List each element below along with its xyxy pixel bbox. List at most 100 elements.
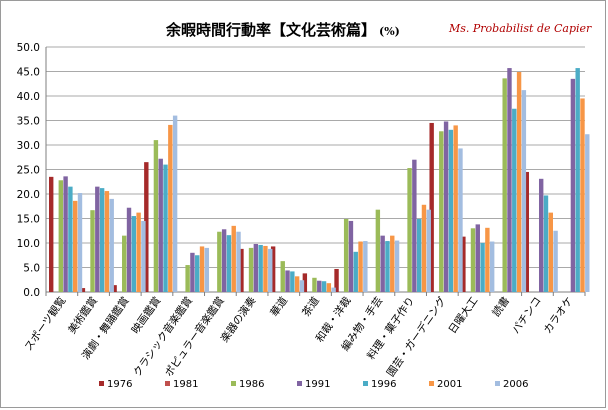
bar-1986-読書 (502, 78, 507, 292)
bar-1996-園芸・ガーデニング (448, 129, 454, 292)
category-labels: スポーツ観覧美術鑑賞演劇・舞踊鑑賞映画鑑賞クラシック音楽鑑賞ポピュラー音楽鑑賞楽… (22, 294, 576, 379)
bar-2006-クラシック音楽鑑賞 (204, 247, 210, 292)
bar-1996-日曜大工 (480, 243, 485, 292)
bar-2001-和裁・洋裁 (358, 241, 363, 292)
bar-1986-和裁・洋裁 (343, 218, 349, 292)
x-category-label: 華道 (268, 294, 291, 319)
bar-2006-スポーツ観覧 (77, 193, 83, 292)
bar-2006-園芸・ガーデニング (458, 148, 463, 292)
bar-1986-園芸・ガーデニング (439, 131, 444, 292)
x-category-label: 美術鑑賞 (65, 294, 100, 336)
bar-2001-編み物・手芸 (390, 235, 395, 292)
x-category-label: スポーツ観覧 (22, 294, 69, 353)
bar-1986-茶道 (312, 277, 317, 292)
legend-label-1981: 1981 (173, 379, 198, 390)
bar-2001-パチンコ (548, 212, 553, 292)
bar-1996-カラオケ (575, 68, 580, 292)
bar-1996-茶道 (321, 281, 327, 292)
bar-1986-ポピュラー音楽鑑賞 (217, 231, 222, 292)
bar-2001-クラシック音楽鑑賞 (199, 246, 205, 292)
bar-2006-演劇・舞踊鑑賞 (141, 220, 146, 292)
bar-1986-日曜大工 (470, 228, 476, 292)
legend-label-2001: 2001 (437, 379, 462, 390)
bar-1991-美術鑑賞 (95, 186, 100, 292)
bar-1991-映画鑑賞 (158, 158, 163, 292)
bar-1991-読書 (507, 68, 512, 292)
watermark-signature: Ms. Probabilist de Capier (448, 22, 592, 35)
bar-1996-スポーツ観覧 (68, 186, 73, 292)
chart-title-main: 余暇時間行動率【文化芸術篇】 (165, 21, 376, 39)
bar-1976-パチンコ (524, 171, 529, 292)
bars (49, 68, 590, 293)
bar-2006-日曜大工 (489, 241, 495, 292)
bar-1986-美術鑑賞 (90, 210, 95, 292)
bar-1996-料理・菓子作り (416, 218, 422, 292)
x-category-label: クラシック音楽鑑賞 (130, 294, 195, 379)
bar-1996-演劇・舞踊鑑賞 (131, 216, 137, 292)
legend-swatch-1981 (165, 381, 170, 386)
bar-1986-楽器の演奏 (248, 247, 254, 292)
y-tick-label: 15.0 (17, 214, 40, 226)
legend-swatch-1976 (99, 381, 104, 386)
bar-1976-茶道 (302, 273, 308, 292)
y-tick-label: 10.0 (17, 238, 40, 250)
y-tick-label: 45.0 (17, 67, 40, 79)
x-category-label: 映画鑑賞 (129, 294, 164, 336)
bar-2006-料理・菓子作り (426, 209, 431, 292)
y-tick-label: 35.0 (17, 116, 40, 128)
bar-2006-編み物・手芸 (394, 240, 400, 292)
chart-title: 余暇時間行動率【文化芸術篇】 (%) (165, 21, 400, 39)
bar-1976-美術鑑賞 (80, 288, 86, 292)
y-tick-label: 50.0 (17, 42, 40, 54)
x-category-label: パチンコ (510, 295, 544, 336)
bar-2006-茶道 (331, 287, 336, 292)
bar-1996-パチンコ (543, 195, 549, 292)
bar-1991-茶道 (317, 280, 322, 292)
legend-swatch-1996 (363, 381, 368, 386)
bar-2006-ポピュラー音楽鑑賞 (236, 231, 241, 292)
bar-1991-楽器の演奏 (253, 243, 259, 292)
bar-1996-クラシック音楽鑑賞 (195, 255, 200, 292)
bar-1996-編み物・手芸 (385, 241, 390, 292)
bar-1991-料理・菓子作り (412, 159, 417, 292)
x-category-label: ポピュラー音楽鑑賞 (162, 294, 227, 379)
legend: 1976 1981 1986 1991 1996 2001 2006 (99, 379, 528, 390)
y-tick-label: 40.0 (17, 91, 40, 103)
bar-2001-読書 (516, 71, 522, 293)
bar-1976-映画鑑賞 (144, 162, 149, 292)
bar-2006-華道 (299, 280, 305, 292)
bar-1996-和裁・洋裁 (353, 251, 358, 292)
bar-1996-映画鑑賞 (163, 164, 168, 292)
bar-1986-編み物・手芸 (375, 209, 381, 292)
bar-1991-パチンコ (538, 178, 544, 292)
legend-swatch-1986 (231, 381, 236, 386)
bar-2006-楽器の演奏 (268, 248, 273, 292)
legend-label-1986: 1986 (239, 379, 264, 390)
bar-1976-華道 (270, 246, 276, 292)
bar-2001-日曜大工 (485, 227, 490, 292)
bar-1991-和裁・洋裁 (348, 220, 354, 292)
bar-2001-ポピュラー音楽鑑賞 (231, 225, 236, 292)
bar-1986-クラシック音楽鑑賞 (185, 265, 190, 292)
bar-2001-華道 (294, 276, 300, 292)
bar-2001-料理・菓子作り (421, 204, 427, 292)
bar-2001-園芸・ガーデニング (453, 125, 458, 293)
bar-1991-クラシック音楽鑑賞 (190, 252, 195, 292)
bar-2001-カラオケ (580, 98, 585, 292)
bar-2001-スポーツ観覧 (73, 200, 78, 292)
bar-2006-美術鑑賞 (109, 198, 114, 292)
bar-1991-編み物・手芸 (380, 235, 385, 292)
legend-label-1996: 1996 (371, 379, 396, 390)
bar-2006-カラオケ (585, 134, 590, 292)
bar-2001-茶道 (326, 283, 332, 292)
legend-label-1991: 1991 (305, 379, 330, 390)
y-tick-label: 30.0 (17, 140, 40, 152)
bar-1991-スポーツ観覧 (63, 176, 68, 292)
bar-1991-園芸・ガーデニング (443, 121, 449, 292)
bar-1991-カラオケ (570, 78, 576, 292)
x-category-label: 読書 (489, 294, 512, 319)
bar-1976-楽器の演奏 (239, 248, 244, 292)
bar-1991-華道 (285, 270, 290, 292)
bar-1996-華道 (290, 271, 295, 292)
